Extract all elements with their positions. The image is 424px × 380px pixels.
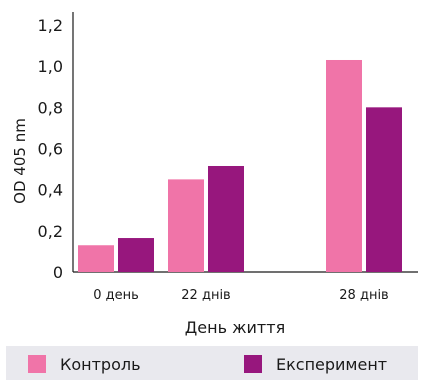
bars-group [78, 59, 402, 272]
legend-swatch-experiment [244, 355, 262, 373]
legend-swatch-control [28, 355, 46, 373]
y-tick-label: 1,0 [38, 57, 63, 76]
bar-control [326, 59, 362, 272]
y-axis-label: OD 405 nm [11, 118, 29, 204]
y-tick-label: 0,4 [38, 181, 63, 200]
y-tick-label: 0,2 [38, 222, 63, 241]
legend-item-experiment: Експеримент [244, 354, 388, 374]
bar-control [78, 245, 114, 272]
x-tick-label: 28 днів [339, 288, 388, 303]
y-tick-label: 1,2 [38, 16, 63, 35]
x-tick-label: 0 день [93, 288, 139, 303]
bar-chart: 0 0,2 0,4 0,6 0,8 1,0 1,2 0 день 22 днів 28 днів… [11, 12, 418, 337]
x-tick-label: 22 днів [181, 288, 230, 303]
bar-control [168, 179, 204, 272]
legend-item-control: Контроль [28, 354, 141, 374]
bar-experiment [366, 107, 402, 272]
bar-experiment [208, 165, 244, 272]
legend-label-control: Контроль [60, 354, 141, 374]
y-axis-ticks: 0 0,2 0,4 0,6 0,8 1,0 1,2 [38, 16, 63, 282]
legend: Контроль Експеримент [6, 346, 418, 380]
x-axis-label: День життя [185, 318, 285, 337]
y-tick-label: 0,6 [38, 140, 63, 159]
y-tick-label: 0 [53, 263, 63, 282]
legend-label-experiment: Експеримент [276, 354, 388, 374]
y-tick-label: 0,8 [38, 98, 63, 117]
bar-experiment [118, 238, 154, 272]
x-axis-tick-labels: 0 день 22 днів 28 днів [93, 288, 389, 303]
